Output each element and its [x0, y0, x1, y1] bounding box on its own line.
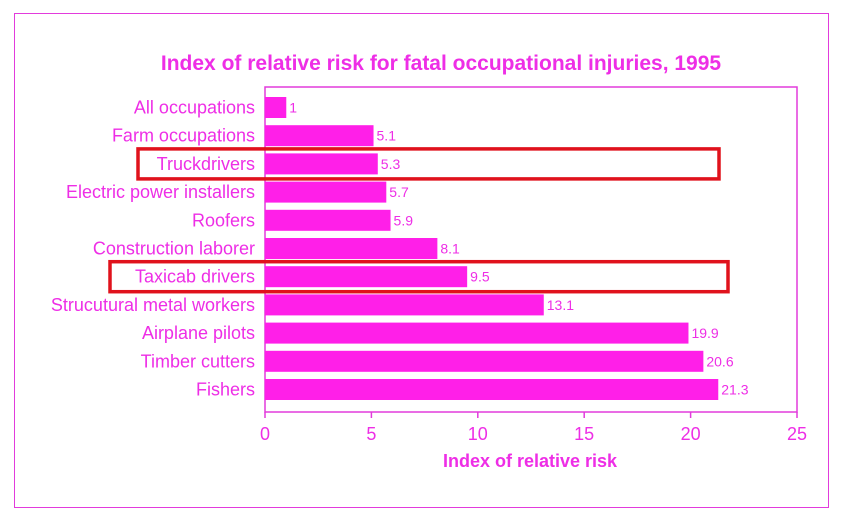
value-label-9: 20.6 — [706, 353, 733, 369]
highlight-box-0 — [136, 147, 721, 181]
bar-5 — [265, 238, 438, 259]
value-label-4: 5.9 — [394, 212, 414, 228]
bar-10 — [265, 379, 719, 400]
value-label-10: 21.3 — [721, 382, 748, 398]
x-tick-label-0: 0 — [260, 424, 270, 444]
value-label-8: 19.9 — [691, 325, 718, 341]
bar-4 — [265, 209, 391, 231]
category-label-0: All occupations — [134, 98, 255, 118]
x-tick-label-25: 25 — [787, 424, 807, 444]
bar-1 — [265, 125, 374, 147]
category-label-4: Roofers — [192, 210, 255, 230]
value-label-7: 13.1 — [547, 297, 574, 313]
bar-3 — [265, 181, 387, 203]
bar-9 — [265, 350, 704, 372]
value-label-0: 1 — [289, 100, 297, 116]
x-tick-label-20: 20 — [681, 424, 701, 444]
bar-7 — [265, 294, 544, 316]
category-label-6: Taxicab drivers — [135, 267, 255, 287]
x-tick-label-15: 15 — [574, 424, 594, 444]
x-tick-label-10: 10 — [468, 424, 488, 444]
category-label-2: Truckdrivers — [157, 154, 255, 174]
chart-title: Index of relative risk for fatal occupat… — [161, 52, 722, 75]
category-label-3: Electric power installers — [66, 182, 255, 202]
value-label-6: 9.5 — [470, 269, 490, 285]
bar-6 — [265, 266, 468, 288]
x-axis-label: Index of relative risk — [443, 451, 618, 471]
highlight-box-1 — [108, 259, 730, 294]
category-label-5: Construction laborer — [93, 239, 255, 259]
value-label-2: 5.3 — [381, 156, 401, 172]
value-label-3: 5.7 — [389, 184, 409, 200]
category-label-1: Farm occupations — [112, 126, 255, 146]
bar-2 — [265, 153, 378, 175]
category-label-9: Timber cutters — [141, 351, 255, 371]
bar-0 — [265, 97, 287, 118]
value-label-1: 5.1 — [377, 128, 397, 144]
category-label-7: Strucutural metal workers — [51, 295, 255, 315]
value-label-5: 8.1 — [440, 241, 460, 257]
category-label-10: Fishers — [196, 380, 255, 400]
category-label-8: Airplane pilots — [142, 323, 255, 343]
plot-area: 0 5 10 15 20 25 1 All occupations 5.1 Farm occupa… — [51, 86, 807, 444]
bar-8 — [265, 322, 689, 344]
chart-frame — [14, 13, 829, 508]
x-tick-label-5: 5 — [366, 424, 376, 444]
